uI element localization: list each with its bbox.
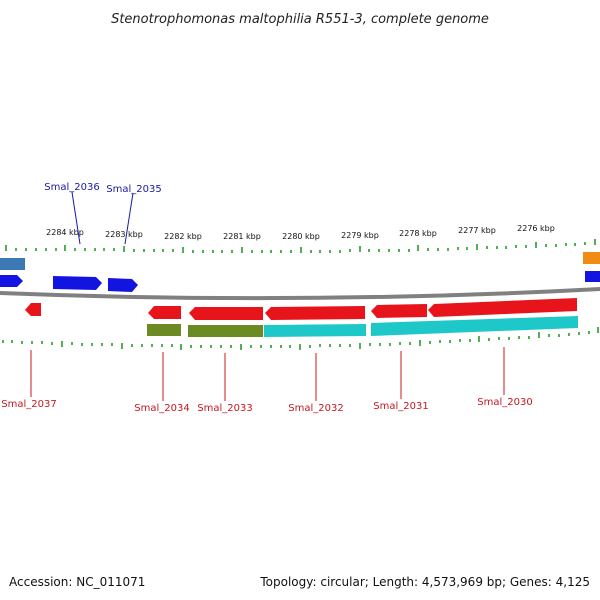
reverse-cds-arrow[interactable] [265, 306, 365, 320]
ruler-label: 2276 kbp [517, 224, 555, 233]
map-title: Stenotrophomonas maltophilia R551-3, com… [111, 12, 489, 27]
cyan-track-segment [371, 316, 578, 336]
ruler-label: 2280 kbp [282, 232, 320, 241]
cyan-track-segment [264, 324, 366, 337]
reverse-cds-arrow[interactable] [148, 306, 181, 319]
genome-summary-text: Topology: circular; Length: 4,573,969 bp… [259, 575, 590, 589]
forward-cds-arrow[interactable] [0, 275, 23, 287]
inner-ruler-ticks [2, 327, 599, 350]
gene-label[interactable]: Smal_2035 [106, 184, 161, 195]
olive-track-segment [147, 324, 181, 336]
gene-label[interactable]: Smal_2036 [44, 182, 99, 193]
forward-cds-arrow[interactable] [585, 271, 600, 282]
ruler-label: 2283 kbp [105, 230, 143, 239]
olive-track-segment [188, 325, 263, 337]
ruler-label: 2279 kbp [341, 231, 379, 240]
ruler-label: 2284 kbp [46, 228, 84, 237]
reverse-cds-arrow[interactable] [428, 298, 577, 317]
outer-ruler-ticks [5, 239, 596, 253]
reverse-cds-arrow[interactable] [25, 303, 41, 316]
ruler-label: 2282 kbp [164, 232, 202, 241]
ruler-label: 2281 kbp [223, 232, 261, 241]
gene-label[interactable]: Smal_2037 [1, 399, 56, 410]
genome-backbone [0, 287, 600, 301]
gene-label[interactable]: Smal_2033 [197, 403, 252, 414]
ruler-label: 2278 kbp [399, 229, 437, 238]
reverse-cds-arrow[interactable] [189, 307, 263, 320]
forward-cds-arrow[interactable] [53, 276, 102, 290]
accession-text: Accession: NC_011071 [9, 575, 145, 589]
gene-label[interactable]: Smal_2030 [477, 397, 532, 408]
gene-label[interactable]: Smal_2031 [373, 401, 428, 412]
gene-label[interactable]: Smal_2034 [134, 403, 189, 414]
slate-track-segment [0, 258, 25, 270]
ruler-label: 2277 kbp [458, 226, 496, 235]
label-leaders [30, 191, 505, 401]
orange-track-segment [583, 252, 600, 264]
gene-label[interactable]: Smal_2032 [288, 403, 343, 414]
ruler-labels: 2284 kbp 2283 kbp 2282 kbp 2281 kbp 2280… [46, 224, 555, 241]
forward-cds-arrow[interactable] [108, 278, 138, 292]
reverse-cds-arrow[interactable] [371, 304, 427, 318]
